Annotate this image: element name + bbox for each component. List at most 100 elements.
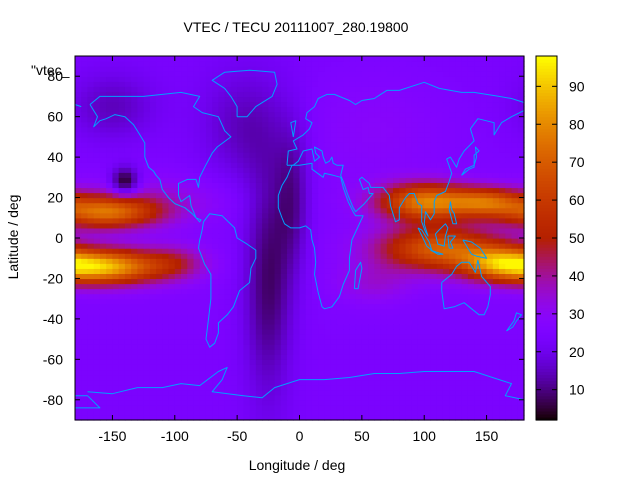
heatmap-cell <box>218 313 226 320</box>
heatmap-cell <box>112 384 120 391</box>
heatmap-cell <box>486 273 494 280</box>
heatmap-cell <box>343 359 350 365</box>
heatmap-cell <box>280 364 288 371</box>
heatmap-cell <box>343 369 350 376</box>
heatmap-cell <box>87 288 95 295</box>
heatmap-cell <box>330 126 338 133</box>
heatmap-cell <box>399 101 407 108</box>
heatmap-cell <box>168 409 176 416</box>
heatmap-cell <box>430 227 438 234</box>
heatmap-cell <box>280 187 288 194</box>
heatmap-cell <box>243 76 251 82</box>
heatmap-cell <box>243 192 251 199</box>
heatmap-cell <box>156 318 163 325</box>
heatmap-cell <box>386 389 394 396</box>
heatmap-cell <box>143 91 151 98</box>
heatmap-cell <box>343 192 350 199</box>
heatmap-cell <box>255 172 263 178</box>
heatmap-cell <box>305 116 313 123</box>
heatmap-cell <box>480 207 488 214</box>
heatmap-cell <box>318 258 326 264</box>
heatmap-cell <box>417 313 425 320</box>
heatmap-cell <box>162 263 170 269</box>
heatmap-cell <box>480 116 488 123</box>
heatmap-cell <box>343 253 350 259</box>
heatmap-cell <box>474 106 481 113</box>
heatmap-cell <box>499 404 506 411</box>
heatmap-cell <box>187 308 195 315</box>
heatmap-cell <box>361 192 369 199</box>
heatmap-cell <box>174 329 182 335</box>
heatmap-cell <box>411 182 419 189</box>
heatmap-cell <box>511 202 519 209</box>
heatmap-cell <box>467 298 475 305</box>
heatmap-cell <box>149 344 157 350</box>
heatmap-cell <box>243 182 251 189</box>
heatmap-cell <box>461 268 469 274</box>
heatmap-cell <box>174 359 182 365</box>
heatmap-cell <box>311 212 319 219</box>
heatmap-cell <box>361 126 369 133</box>
heatmap-cell <box>492 222 500 229</box>
heatmap-cell <box>424 187 432 194</box>
heatmap-cell <box>386 258 394 264</box>
heatmap-cell <box>480 86 488 92</box>
heatmap-cell <box>311 334 319 340</box>
heatmap-cell <box>143 106 151 113</box>
heatmap-cell <box>168 167 176 173</box>
heatmap-cell <box>393 263 400 269</box>
heatmap-cell <box>417 152 425 158</box>
heatmap-cell <box>230 293 238 300</box>
heatmap-cell <box>99 379 107 386</box>
heatmap-cell <box>168 364 176 371</box>
heatmap-cell <box>199 248 207 254</box>
heatmap-cell <box>318 414 326 421</box>
heatmap-cell <box>480 197 488 204</box>
heatmap-cell <box>355 116 363 123</box>
heatmap-cell <box>442 369 450 376</box>
heatmap-cell <box>499 141 506 148</box>
heatmap-cell <box>249 86 257 92</box>
heatmap-cell <box>274 399 282 406</box>
heatmap-cell <box>311 106 319 113</box>
heatmap-cell <box>230 131 238 138</box>
heatmap-cell <box>330 369 338 376</box>
heatmap-cell <box>449 313 457 320</box>
heatmap-cell <box>212 273 220 280</box>
heatmap-cell <box>305 303 313 310</box>
heatmap-cell <box>143 329 151 335</box>
heatmap-cell <box>280 399 288 406</box>
heatmap-cell <box>436 243 444 249</box>
heatmap-cell <box>193 374 201 381</box>
heatmap-cell <box>417 182 425 189</box>
heatmap-cell <box>386 152 394 158</box>
heatmap-cell <box>480 364 488 371</box>
heatmap-cell <box>255 288 263 295</box>
heatmap-cell <box>243 227 251 234</box>
heatmap-cell <box>499 126 506 133</box>
heatmap-cell <box>480 334 488 340</box>
heatmap-cell <box>249 76 257 82</box>
heatmap-cell <box>149 349 157 355</box>
heatmap-cell <box>87 323 95 330</box>
heatmap-cell <box>149 91 157 98</box>
heatmap-cell <box>193 308 201 315</box>
heatmap-cell <box>330 283 338 290</box>
heatmap-cell <box>218 187 226 194</box>
heatmap-cell <box>442 157 450 163</box>
heatmap-cell <box>131 106 138 113</box>
heatmap-cell <box>405 111 413 118</box>
heatmap-cell <box>199 217 207 224</box>
heatmap-cell <box>75 399 82 406</box>
heatmap-cell <box>399 258 407 264</box>
heatmap-cell <box>287 86 294 92</box>
heatmap-cell <box>224 212 232 219</box>
heatmap-cell <box>499 106 506 113</box>
heatmap-cell <box>137 308 145 315</box>
heatmap-cell <box>99 71 107 77</box>
heatmap-cell <box>137 293 145 300</box>
heatmap-cell <box>255 91 263 98</box>
heatmap-cell <box>305 222 313 229</box>
heatmap-cell <box>355 182 363 189</box>
heatmap-cell <box>112 81 120 87</box>
